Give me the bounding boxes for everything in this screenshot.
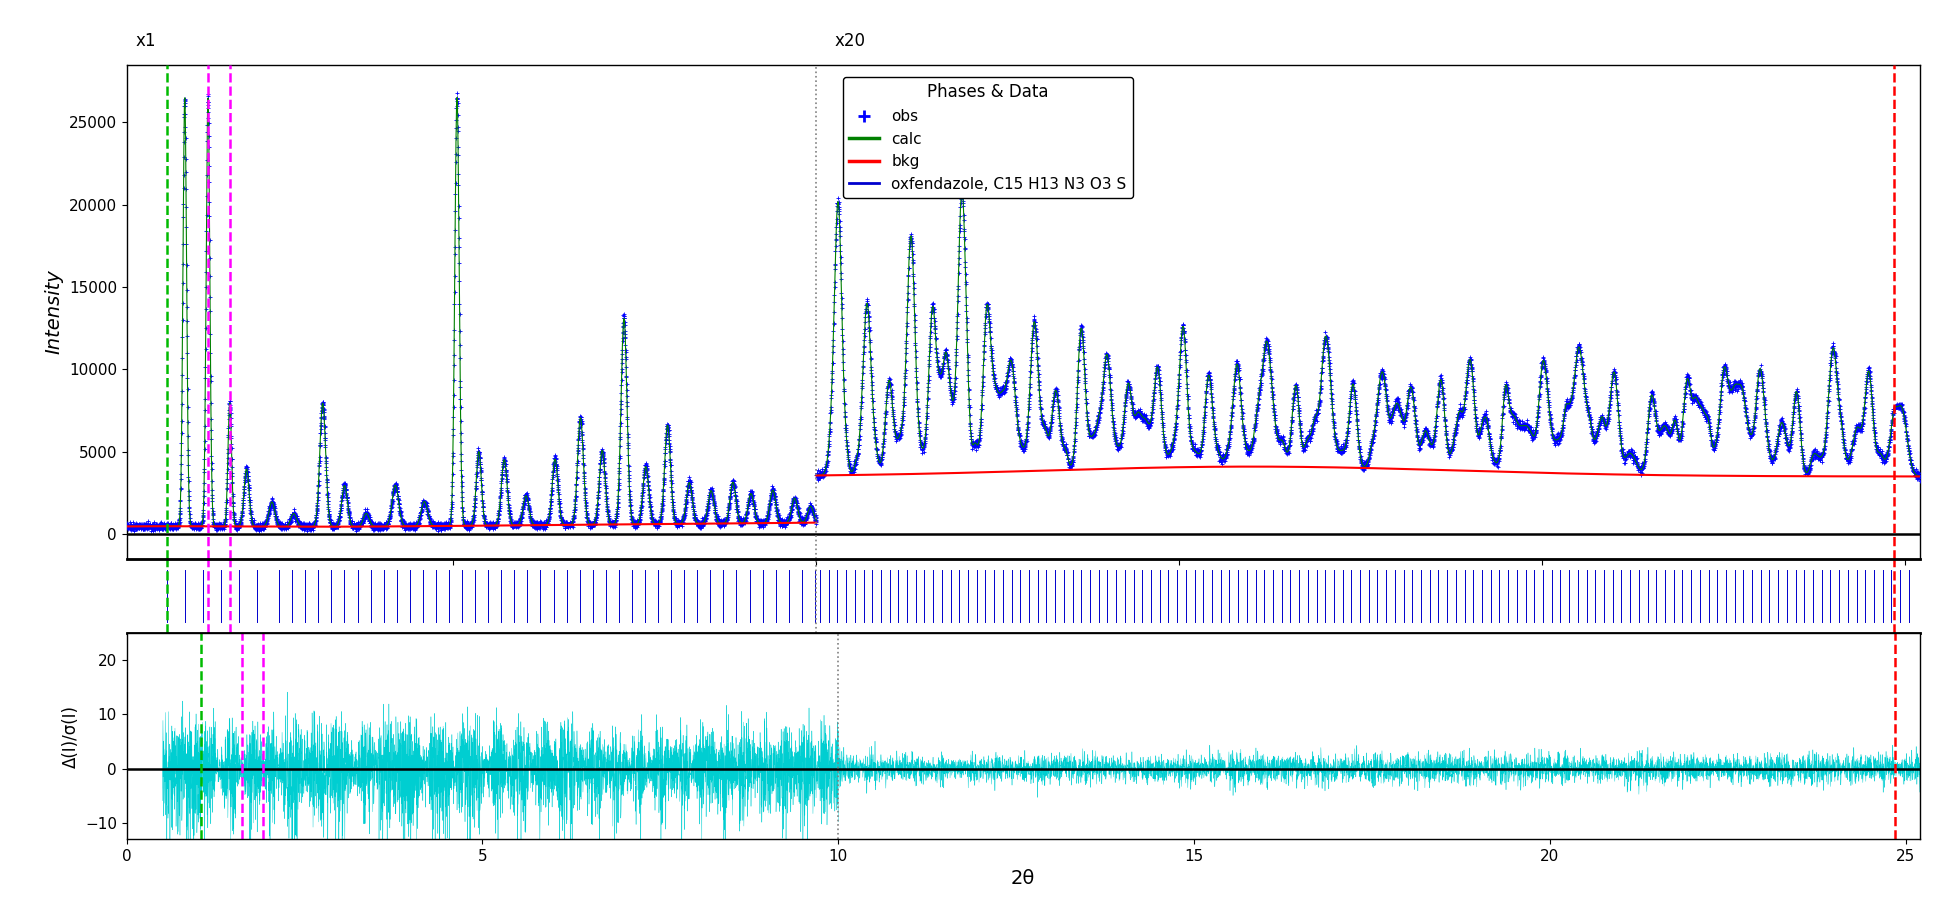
X-axis label: 2θ: 2θ (1011, 869, 1034, 888)
Y-axis label: Δ(I)/σ(I): Δ(I)/σ(I) (62, 704, 80, 767)
Y-axis label: Intensity: Intensity (45, 269, 62, 354)
Text: x1: x1 (136, 31, 156, 50)
Legend: obs, calc, bkg, oxfendazole, C15 H13 N3 O3 S: obs, calc, bkg, oxfendazole, C15 H13 N3 … (842, 77, 1132, 198)
Text: x20: x20 (834, 31, 865, 50)
